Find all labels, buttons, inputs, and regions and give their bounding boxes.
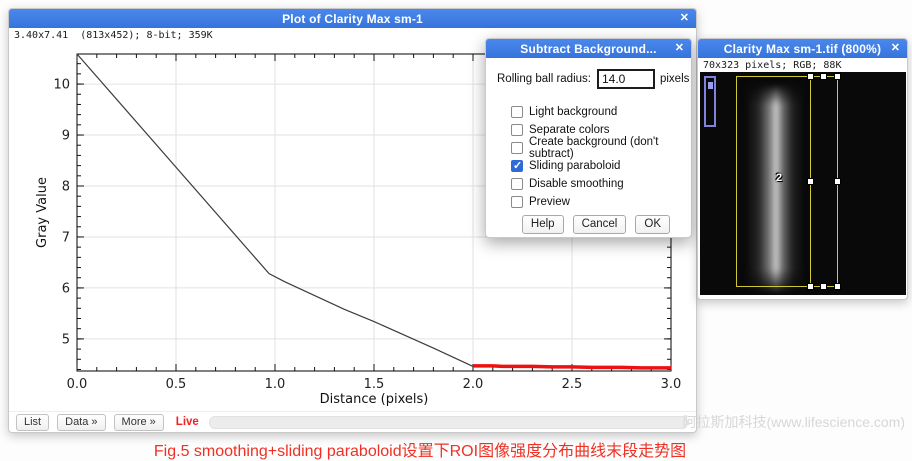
toolbar-strip: [208, 415, 688, 429]
svg-text:0.5: 0.5: [166, 377, 187, 392]
checkbox[interactable]: [511, 195, 523, 208]
svg-text:Distance (pixels): Distance (pixels): [320, 392, 429, 407]
help-button[interactable]: Help: [521, 215, 564, 234]
svg-text:0.0: 0.0: [67, 377, 88, 392]
image-window-title: Clarity Max sm-1.tif (800%): [723, 41, 882, 56]
watermark: 阿拉斯加科技(www.lifescience.com): [682, 414, 905, 430]
checkbox[interactable]: [511, 159, 523, 172]
dialog-buttons: Help Cancel OK: [521, 215, 670, 234]
roi-handle-bottom-mid[interactable]: [820, 283, 827, 290]
image-info-bar: 70x323 pixels; RGB; 88K: [698, 58, 907, 75]
cancel-button[interactable]: Cancel: [572, 215, 627, 234]
close-icon[interactable]: ✕: [674, 42, 684, 54]
list-button[interactable]: List: [16, 413, 50, 431]
checkbox[interactable]: [511, 105, 523, 118]
fluorescence-band: [746, 84, 804, 294]
svg-text:5: 5: [62, 332, 70, 347]
close-icon[interactable]: ✕: [679, 12, 689, 24]
checkbox[interactable]: [511, 123, 523, 136]
roi-handle-mid-right[interactable]: [834, 178, 841, 185]
radius-unit-label: pixels: [659, 73, 690, 85]
live-indicator[interactable]: Live: [175, 416, 199, 428]
dialog-title: Subtract Background...: [520, 41, 657, 56]
roi-handle-bottom-right[interactable]: [834, 283, 841, 290]
roi-blue-marker: [708, 82, 713, 89]
svg-text:9: 9: [62, 129, 70, 144]
checkbox-label: Separate colors: [529, 123, 610, 136]
roi-handle-top-right[interactable]: [834, 73, 841, 80]
image-canvas[interactable]: 2: [700, 72, 906, 295]
svg-text:Gray Value: Gray Value: [35, 177, 50, 248]
radius-input[interactable]: [596, 69, 655, 89]
roi-handle-top-mid[interactable]: [820, 73, 827, 80]
roi-handle-mid-left[interactable]: [807, 178, 814, 185]
plot-window-title: Plot of Clarity Max sm-1: [282, 11, 423, 26]
close-icon[interactable]: ✕: [890, 42, 900, 54]
roi-handle-top-left[interactable]: [807, 73, 814, 80]
roi-rect-blue[interactable]: [704, 76, 716, 127]
image-window-titlebar[interactable]: Clarity Max sm-1.tif (800%) ✕: [698, 39, 907, 58]
radius-label: Rolling ball radius:: [497, 73, 591, 85]
checkbox-label: Sliding paraboloid: [529, 159, 621, 172]
option-light-background[interactable]: Light background: [511, 105, 691, 118]
svg-text:1.0: 1.0: [265, 377, 286, 392]
option-preview[interactable]: Preview: [511, 195, 691, 208]
checkbox-label: Disable smoothing: [529, 177, 624, 190]
data-menu-button[interactable]: Data »: [57, 413, 106, 431]
option-separate-colors[interactable]: Separate colors: [511, 123, 691, 136]
checkbox[interactable]: [511, 141, 523, 154]
rolling-ball-radius-row: Rolling ball radius: pixels: [497, 69, 689, 89]
svg-text:8: 8: [62, 179, 70, 194]
roi-handle-bottom-left[interactable]: [807, 283, 814, 290]
subtract-background-dialog: Subtract Background... ✕ Rolling ball ra…: [485, 38, 692, 238]
roi-rect-wide[interactable]: [736, 76, 811, 287]
roi-number-label: 2: [776, 172, 783, 184]
option-create-background[interactable]: Create background (don't subtract): [511, 136, 691, 160]
dialog-options: Light background Separate colors Create …: [511, 105, 691, 208]
intensity-profile-plot: 0.0 0.5 1.0 1.5 2.0 2.5 3.0 5 6 7 8 9 10 Distance (pi…: [35, 53, 682, 407]
svg-text:2.5: 2.5: [562, 377, 583, 392]
svg-text:7: 7: [62, 230, 70, 245]
svg-text:3.0: 3.0: [661, 377, 682, 392]
option-disable-smoothing[interactable]: Disable smoothing: [511, 177, 691, 190]
checkbox-label: Create background (don't subtract): [529, 135, 659, 160]
image-window: Clarity Max sm-1.tif (800%) ✕ 70x323 pix…: [697, 38, 908, 300]
svg-text:10: 10: [53, 78, 70, 93]
plot-toolbar: List Data » More » Live: [9, 411, 696, 432]
figure-caption: Fig.5 smoothing+sliding paraboloid设置下ROI…: [153, 443, 687, 460]
svg-text:2.0: 2.0: [463, 377, 484, 392]
checkbox[interactable]: [511, 177, 523, 190]
option-sliding-paraboloid[interactable]: Sliding paraboloid: [511, 159, 691, 172]
ok-button[interactable]: OK: [635, 215, 670, 234]
plot-window-titlebar[interactable]: Plot of Clarity Max sm-1 ✕: [9, 9, 696, 28]
svg-text:1.5: 1.5: [364, 377, 385, 392]
more-menu-button[interactable]: More »: [113, 413, 164, 431]
checkbox-label: Light background: [529, 105, 618, 118]
dialog-titlebar[interactable]: Subtract Background... ✕: [486, 39, 691, 58]
svg-text:6: 6: [62, 281, 70, 296]
checkbox-label: Preview: [529, 195, 570, 208]
